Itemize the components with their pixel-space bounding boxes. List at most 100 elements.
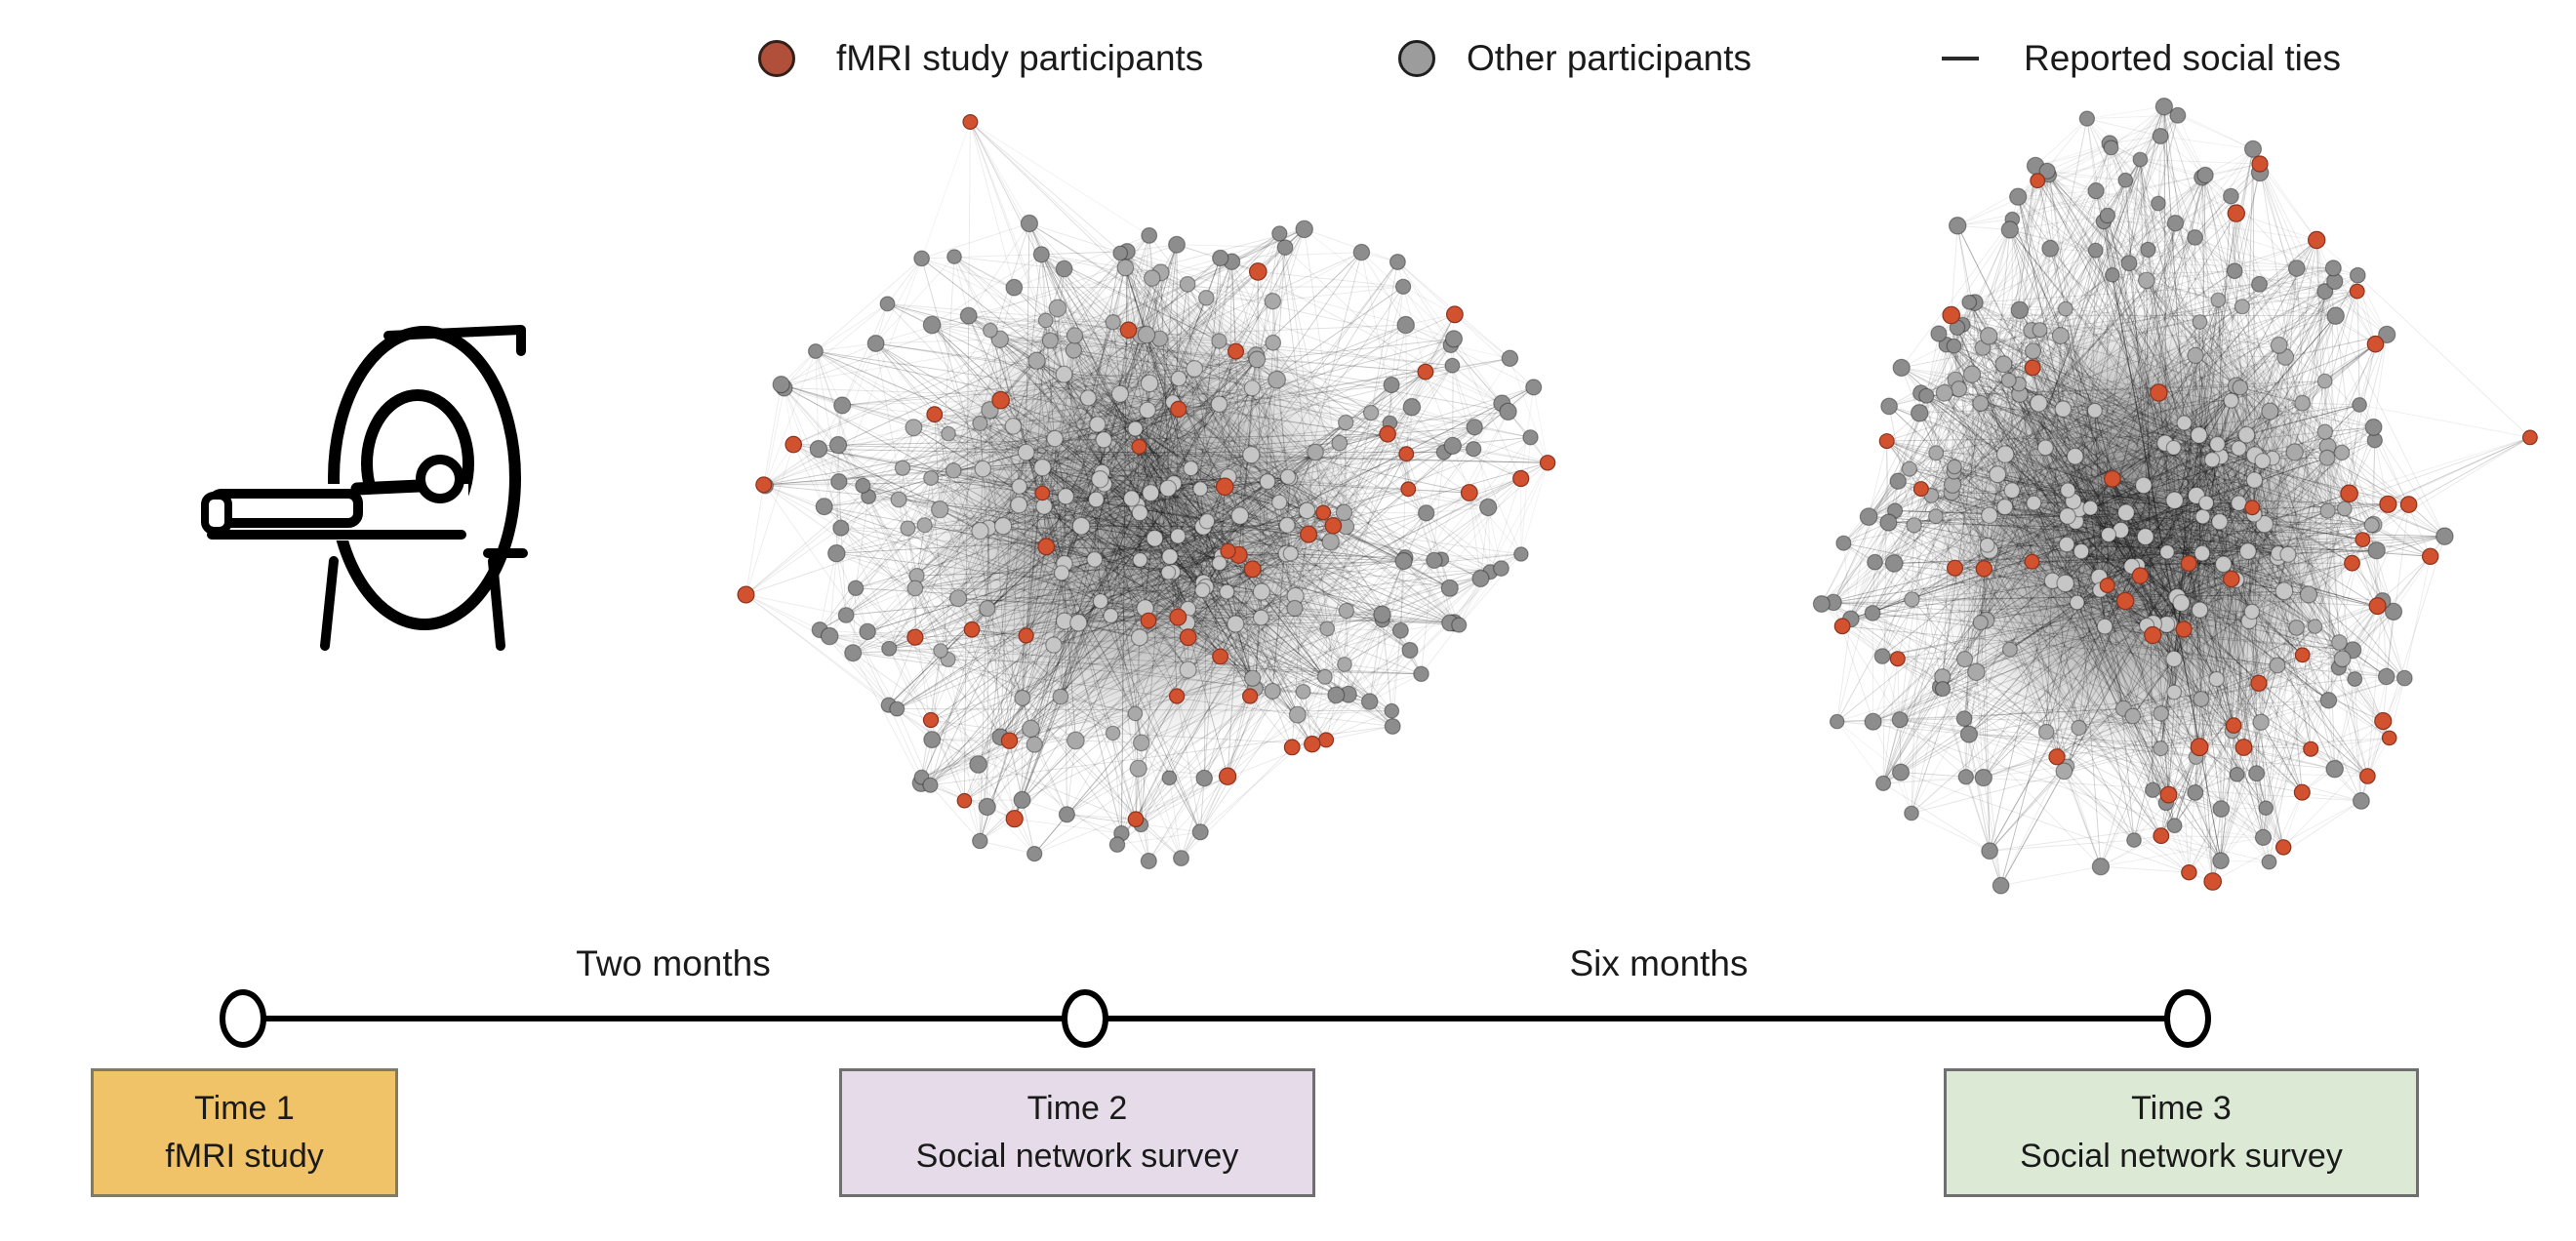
- social-tie-edge: [968, 315, 1531, 438]
- social-tie-edge: [815, 350, 1469, 494]
- social-tie-edge: [2068, 490, 2374, 526]
- participant-node: [1995, 445, 2015, 463]
- social-tie-edge: [2282, 791, 2303, 848]
- social-tie-edge: [1219, 404, 1229, 477]
- fmri-participant-node: [1398, 446, 1415, 462]
- social-tie-edge: [1064, 268, 1075, 336]
- social-tie-edge: [921, 258, 1046, 321]
- social-tie-edge: [930, 477, 989, 529]
- social-tie-edge: [2232, 502, 2239, 732]
- social-tie-edge: [2270, 411, 2325, 433]
- social-tie-edge: [902, 467, 1331, 542]
- social-tie-edge: [1951, 172, 2261, 494]
- social-tie-edge: [1109, 615, 1136, 714]
- social-tie-edge: [855, 258, 1222, 589]
- social-tie-edge: [1064, 374, 1121, 395]
- social-tie-edge: [2338, 667, 2384, 722]
- social-tie-edge: [1075, 740, 1137, 820]
- social-tie-edge: [2234, 270, 2325, 293]
- social-tie-edge: [2125, 512, 2139, 566]
- social-tie-edge: [2361, 540, 2379, 607]
- social-tie-edge: [2037, 335, 2062, 404]
- social-tie-edge: [987, 486, 1021, 529]
- social-tie-edge: [2143, 177, 2203, 486]
- social-tie-edge: [1951, 314, 2328, 511]
- social-tie-edge: [2327, 510, 2372, 526]
- social-tie-edge: [2269, 281, 2336, 412]
- social-tie-edge: [1989, 549, 2053, 581]
- social-tie-edge: [2089, 507, 2100, 578]
- social-tie-edge: [2132, 715, 2200, 748]
- social-tie-edge: [2216, 664, 2278, 680]
- social-tie-edge: [2056, 730, 2233, 758]
- social-tie-edge: [2194, 237, 2260, 285]
- social-tie-edge: [1426, 512, 1442, 560]
- social-tie-edge: [914, 511, 1324, 589]
- social-tie-edge: [930, 629, 973, 721]
- social-tie-edge: [1936, 380, 2325, 454]
- social-tie-edge: [1983, 582, 2067, 779]
- social-tie-edge: [2220, 460, 2264, 861]
- social-tie-edge: [2165, 623, 2202, 700]
- social-tie-edge: [2373, 440, 2376, 525]
- participant-node: [1131, 504, 1148, 522]
- social-tie-edge: [932, 319, 1046, 326]
- social-tie-edge: [1958, 388, 2207, 504]
- social-tie-edge: [1369, 630, 1401, 702]
- social-tie-edge: [1014, 268, 1065, 289]
- social-tie-edge: [1095, 499, 1149, 861]
- social-tie-edge: [1249, 676, 1325, 697]
- participant-node: [1046, 429, 1064, 448]
- social-tie-edge: [1026, 340, 1051, 453]
- social-tie-edge: [1324, 261, 1398, 677]
- fmri-participant-node: [1243, 560, 1262, 579]
- social-tie-edge: [1061, 488, 1409, 574]
- social-tie-edge: [2263, 334, 2388, 838]
- social-tie-edge: [2049, 146, 2112, 176]
- social-tie-edge: [2205, 479, 2255, 504]
- social-tie-edge: [875, 256, 955, 344]
- social-tie-edge: [2003, 309, 2021, 365]
- social-tie-edge: [1899, 300, 2219, 720]
- social-tie-edge: [2241, 267, 2334, 307]
- social-tie-edge: [2230, 196, 2279, 554]
- participant-node: [2274, 581, 2294, 601]
- social-tie-edge: [1952, 484, 2058, 757]
- social-tie-edge: [2004, 454, 2220, 523]
- social-tie-edge: [1963, 589, 2101, 719]
- social-tie-edge: [1888, 406, 1937, 454]
- social-tie-edge: [1139, 637, 1178, 697]
- social-tie-edge: [2076, 385, 2237, 603]
- social-tie-edge: [1219, 342, 1274, 405]
- social-tie-edge: [1911, 718, 1965, 814]
- social-tie-edge: [986, 498, 1132, 610]
- social-tie-edge: [792, 444, 825, 507]
- social-tie-edge: [1426, 448, 1474, 514]
- social-tie-edge: [2033, 502, 2068, 545]
- social-tie-edge: [1951, 314, 1985, 569]
- social-tie-edge: [1159, 338, 1308, 511]
- social-tie-edge: [2012, 219, 2096, 252]
- social-tie-edge: [2034, 118, 2088, 167]
- social-tie-edge: [1064, 496, 1067, 564]
- participant-node: [1086, 551, 1104, 568]
- social-tie-edge: [818, 448, 1132, 500]
- social-tie-edge: [1405, 324, 1534, 388]
- social-tie-edge: [1256, 359, 1406, 558]
- social-tie-edge: [1138, 696, 1178, 769]
- social-tie-edge: [2231, 400, 2255, 515]
- social-tie-edge: [2094, 410, 2145, 486]
- participant-node: [2166, 684, 2183, 701]
- social-tie-edge: [2094, 392, 2159, 412]
- social-tie-edge: [1178, 617, 1455, 623]
- social-tie-edge: [2004, 392, 2159, 507]
- social-tie-edge: [1944, 392, 2169, 795]
- social-tie-edge: [1139, 409, 1180, 448]
- participant-node: [1981, 506, 1998, 524]
- social-tie-edge: [1919, 400, 2232, 414]
- participant-node: [1053, 565, 1070, 581]
- social-tie-edge: [1295, 412, 1372, 597]
- social-tie-edge: [932, 739, 1035, 745]
- social-tie-edge: [2388, 503, 2445, 538]
- social-tie-edge: [1176, 244, 1286, 249]
